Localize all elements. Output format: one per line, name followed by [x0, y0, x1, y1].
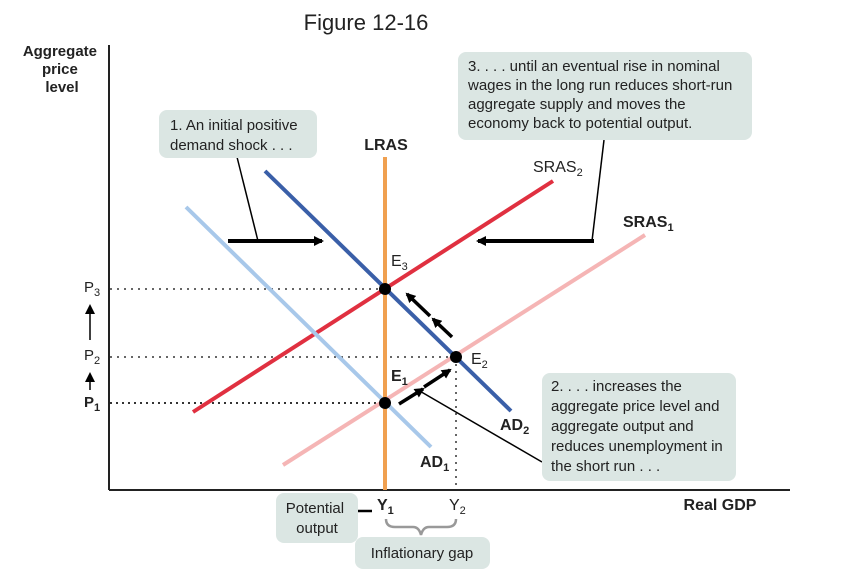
e3-point — [379, 283, 391, 295]
e3-label: E3 — [391, 253, 408, 273]
potential-output-box: Potential output — [276, 493, 358, 543]
sras1-label: SRAS1 — [623, 214, 674, 234]
e1-to-e2-arrow-a — [398, 387, 425, 406]
callout-step3: 3. . . . until an eventual rise in nomin… — [458, 52, 752, 140]
callout1-leader — [236, 156, 259, 242]
p3-label: P3 — [84, 279, 100, 299]
e1-to-e2-arrow-b — [423, 368, 452, 389]
callout2-leader — [417, 389, 543, 463]
callout-step2: 2. . . . increases the aggregate price l… — [542, 373, 736, 481]
y1-label: Y1 — [377, 497, 394, 517]
sras2-curve — [191, 179, 555, 414]
y-axis-label-line-1: Aggregate — [23, 43, 97, 60]
callout-step1: 1. An initial positive demand shock . . … — [159, 110, 317, 158]
y-axis-label: Aggregate price level — [23, 43, 101, 96]
svg-text:3. . . . until an eventual ris: 3. . . . until an eventual rise in nomin… — [467, 58, 737, 132]
e2-to-e3-arrow-a — [431, 317, 454, 339]
p2-label: P2 — [84, 347, 100, 367]
svg-text:1. An initial positive d: 1. An initial positive demand shock . . … — [170, 117, 302, 154]
inflationary-gap-box: Inflationary gap — [355, 537, 490, 569]
sras1-curve — [281, 233, 647, 467]
sras2-label: SRAS2 — [533, 159, 583, 179]
p1-label: P1 — [84, 394, 100, 414]
e2-to-e3-arrow-b — [405, 292, 432, 318]
x-axis-label: Real GDP — [684, 497, 757, 514]
callout3-leader — [591, 139, 605, 242]
e1-point — [379, 397, 391, 409]
e2-point — [450, 351, 462, 363]
ad1-curve — [184, 205, 433, 449]
inflationary-gap-brace — [384, 518, 458, 536]
lras-label: LRAS — [364, 137, 408, 154]
svg-text:2. . . . increases the a: 2. . . . increases the aggregate price l… — [551, 378, 727, 475]
y2-label: Y2 — [449, 497, 466, 517]
e1-label: E1 — [391, 368, 408, 388]
svg-text:Inflationary gap: Inflationary gap — [371, 545, 474, 562]
e2-label: E2 — [471, 351, 488, 371]
svg-text:Potential output: Potential output — [286, 500, 349, 537]
figure-title: Figure 12-16 — [304, 10, 429, 35]
y-axis-label-line-2: price — [42, 61, 78, 78]
y-axis-label-line-3: level — [45, 79, 78, 96]
ad2-label: AD2 — [500, 417, 529, 437]
ad1-label: AD1 — [420, 454, 449, 474]
